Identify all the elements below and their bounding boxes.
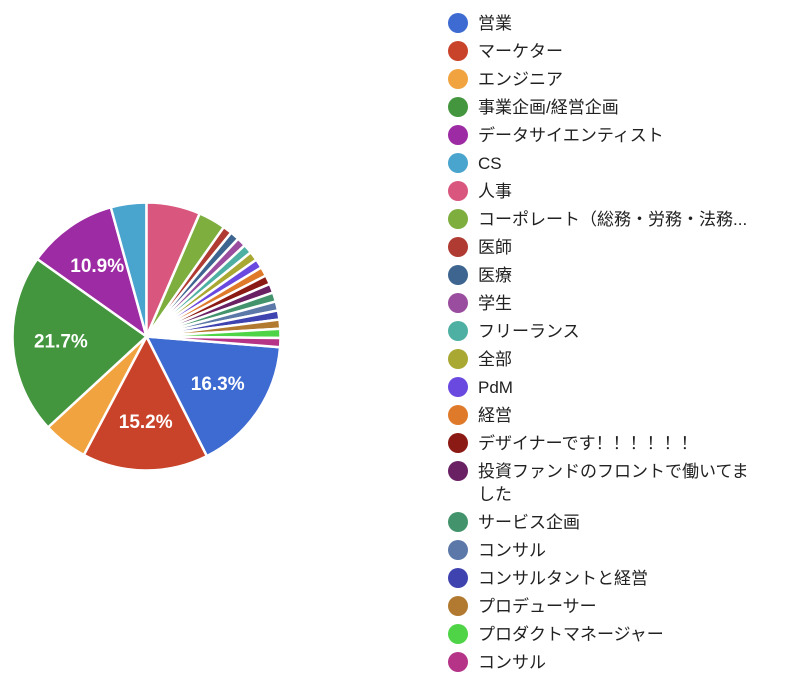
- legend-item: 人事: [448, 180, 793, 203]
- legend-item: 学生: [448, 292, 793, 315]
- pie-slice[interactable]: マーケター: [82, 335, 209, 472]
- legend-label: 投資ファンドのフロントで働いてました: [478, 462, 749, 504]
- pie-slice[interactable]: 事業企画/経営企画: [11, 257, 148, 429]
- legend-label: 医師: [478, 238, 512, 257]
- legend-color-dot-icon: [448, 13, 468, 33]
- legend-label: プロデューサー: [478, 597, 597, 616]
- pie-chart-area: 営業マーケターエンジニア事業企画/経営企画データサイエンティストCS人事コーポレ…: [9, 199, 284, 474]
- legend-label: 全部: [478, 350, 512, 369]
- legend-label: 事業企画/経営企画: [478, 98, 619, 117]
- legend-color-dot-icon: [448, 69, 468, 89]
- legend-color-dot-icon: [448, 405, 468, 425]
- legend-color-dot-icon: [448, 237, 468, 257]
- legend-item: データサイエンティスト: [448, 124, 793, 147]
- legend-color-dot-icon: [448, 624, 468, 644]
- legend-item: プロデューサー: [448, 595, 793, 618]
- legend-label: コンサルタントと経営: [478, 569, 648, 588]
- legend-item: コーポレート（総務・労務・法務...: [448, 208, 793, 231]
- legend-item: 事業企画/経営企画: [448, 96, 793, 119]
- legend-item: コンサル: [448, 539, 793, 562]
- legend-color-dot-icon: [448, 433, 468, 453]
- legend-item: デザイナーです！！！！！！: [448, 432, 793, 455]
- legend-item: エンジニア: [448, 68, 793, 91]
- legend-color-dot-icon: [448, 153, 468, 173]
- legend-label: 学生: [478, 294, 512, 313]
- legend-label: CS: [478, 154, 502, 173]
- legend-color-dot-icon: [448, 596, 468, 616]
- pie-slice-percent-label: 10.9%: [70, 256, 124, 277]
- legend-label: フリーランス: [478, 322, 580, 341]
- legend-item: CS: [448, 152, 793, 175]
- legend-item: サービス企画: [448, 511, 793, 534]
- pie-slice[interactable]: コンサル: [145, 335, 282, 349]
- legend-color-dot-icon: [448, 377, 468, 397]
- legend-item: フリーランス: [448, 320, 793, 343]
- legend-item: 投資ファンドのフロントで働いてました: [448, 460, 793, 506]
- legend-label: サービス企画: [478, 513, 580, 532]
- legend-item: コンサルタントと経営: [448, 567, 793, 590]
- legend-label: 人事: [478, 182, 512, 201]
- legend-label: 医療: [478, 266, 512, 285]
- legend-label: エンジニア: [478, 70, 563, 89]
- legend-label: 経営: [478, 406, 512, 425]
- legend-item: 営業: [448, 12, 793, 35]
- legend-item: PdM: [448, 376, 793, 399]
- pie-slice-percent-label: 21.7%: [34, 332, 88, 353]
- legend-color-dot-icon: [448, 652, 468, 672]
- pie-chart: 営業マーケターエンジニア事業企画/経営企画データサイエンティストCS人事コーポレ…: [11, 201, 282, 472]
- legend-color-dot-icon: [448, 321, 468, 341]
- legend-item: 医療: [448, 264, 793, 287]
- legend-item: 全部: [448, 348, 793, 371]
- legend-label: デザイナーです！！！！！！: [478, 434, 698, 453]
- legend-label: データサイエンティスト: [478, 126, 664, 145]
- legend-item: 経営: [448, 404, 793, 427]
- legend-item: 医師: [448, 236, 793, 259]
- legend-label: コーポレート（総務・労務・法務...: [478, 210, 748, 229]
- legend-color-dot-icon: [448, 293, 468, 313]
- legend-label: PdM: [478, 378, 513, 397]
- legend-color-dot-icon: [448, 97, 468, 117]
- legend-label: プロダクトマネージャー: [478, 625, 664, 644]
- pie-slice[interactable]: 営業: [145, 335, 282, 458]
- legend-color-dot-icon: [448, 209, 468, 229]
- legend-label: コンサル: [478, 541, 546, 560]
- legend-color-dot-icon: [448, 349, 468, 369]
- legend-label: 営業: [478, 14, 512, 33]
- legend-color-dot-icon: [448, 41, 468, 61]
- legend-item: マーケター: [448, 40, 793, 63]
- pie-slice-percent-label: 16.3%: [191, 374, 245, 395]
- legend-item: コンサル: [448, 651, 793, 674]
- legend-label: マーケター: [478, 42, 563, 61]
- legend-color-dot-icon: [448, 568, 468, 588]
- legend-color-dot-icon: [448, 540, 468, 560]
- chart-legend: 営業マーケターエンジニア事業企画/経営企画データサイエンティスト CS 人事コーポレ…: [448, 12, 793, 679]
- legend-color-dot-icon: [448, 461, 468, 481]
- legend-label: コンサル: [478, 653, 546, 672]
- legend-color-dot-icon: [448, 125, 468, 145]
- legend-color-dot-icon: [448, 265, 468, 285]
- legend-color-dot-icon: [448, 181, 468, 201]
- pie-slice-percent-label: 15.2%: [119, 412, 173, 433]
- legend-item: プロダクトマネージャー: [448, 623, 793, 646]
- legend-color-dot-icon: [448, 512, 468, 532]
